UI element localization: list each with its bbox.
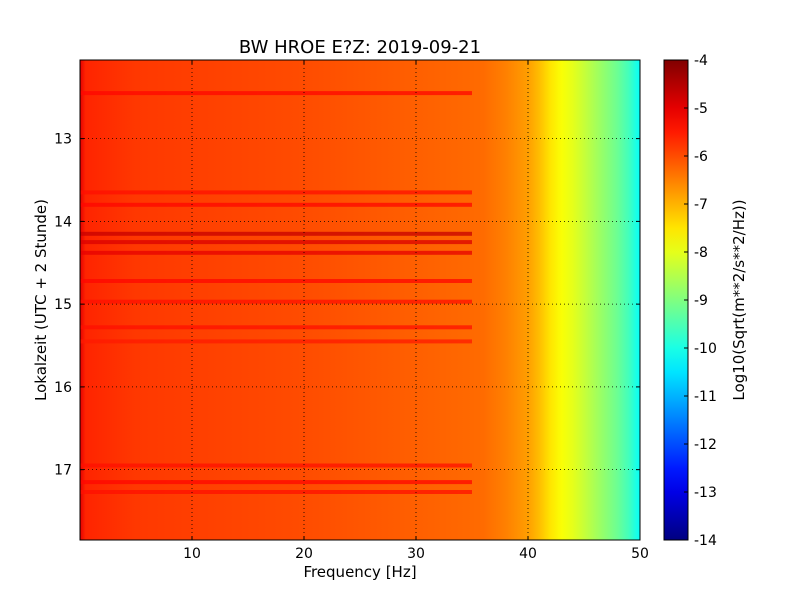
spectrogram-band <box>80 463 472 468</box>
colorbar-tick-label: -8 <box>694 245 708 261</box>
x-tick-label: 10 <box>183 546 201 562</box>
colorbar-tick-label: -13 <box>694 485 717 501</box>
spectrogram-band <box>80 339 472 344</box>
x-tick-label: 40 <box>519 546 537 562</box>
colorbar-tick-label: -7 <box>694 197 708 213</box>
colorbar-tick-label: -4 <box>694 53 708 69</box>
spectrogram-band <box>80 480 472 485</box>
spectrogram-band <box>80 299 472 304</box>
colorbar-tick-label: -9 <box>694 293 708 309</box>
y-tick-label: 13 <box>54 132 72 148</box>
chart-title: BW HROE E?Z: 2019-09-21 <box>239 37 481 58</box>
spectrogram-band <box>80 240 472 245</box>
colorbar-label: Log10(Sqrt(m**2/s**2/Hz)) <box>730 199 748 400</box>
spectrogram-band <box>80 231 472 236</box>
y-tick-label: 14 <box>54 214 72 230</box>
colorbar-tick-label: -6 <box>694 149 708 165</box>
colorbar-tick-label: -14 <box>694 533 717 549</box>
colorbar-tick-label: -10 <box>694 341 717 357</box>
colorbar-tick-label: -11 <box>694 389 717 405</box>
spectrogram-band <box>80 325 472 330</box>
x-tick-label: 20 <box>295 546 313 562</box>
x-tick-label: 30 <box>407 546 425 562</box>
colorbar-tick-label: -12 <box>694 437 717 453</box>
spectrogram-plot-area <box>80 60 640 540</box>
x-tick-label: 50 <box>631 546 649 562</box>
grid-lines <box>80 60 641 540</box>
spectrogram-band <box>80 279 472 283</box>
spectrogram-band <box>80 202 472 207</box>
spectrogram-band <box>80 91 472 96</box>
x-axis-ticks: 10 20 30 40 50 <box>183 60 649 562</box>
y-tick-label: 16 <box>54 380 72 396</box>
y-axis-ticks: 13 14 15 16 17 <box>54 132 640 479</box>
colorbar-tick-label: -5 <box>694 101 708 117</box>
plot-frame <box>79 59 641 541</box>
y-tick-label: 15 <box>54 297 72 313</box>
y-tick-label: 17 <box>54 463 72 479</box>
x-axis-label: Frequency [Hz] <box>303 563 416 581</box>
colorbar-ticks: -4 -5 -6 -7 -8 -9 -10 -11 -12 -13 -14 <box>684 53 717 549</box>
spectrogram-band <box>80 490 472 494</box>
spectrogram-band <box>80 190 472 195</box>
spectrogram-band <box>80 250 472 255</box>
y-axis-label: Lokalzeit (UTC + 2 Stunde) <box>32 199 50 401</box>
